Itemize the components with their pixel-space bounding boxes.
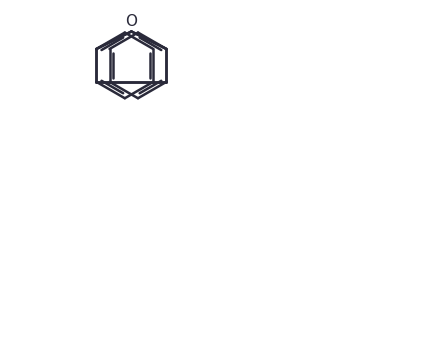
Text: O: O <box>125 14 138 29</box>
